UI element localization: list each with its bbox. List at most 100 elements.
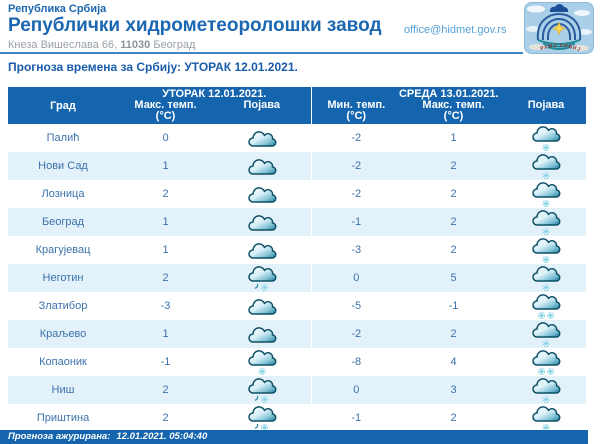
table-row: Златибор -3 -5 -1 — [8, 292, 586, 320]
tue-weather-icon-cell — [213, 404, 311, 432]
tue-max-temp-cell: 2 — [162, 384, 169, 396]
wed-min-temp-cell: -2 — [310, 320, 402, 348]
sleet-icon — [248, 266, 277, 292]
wed-weather-icon-cell — [506, 208, 586, 236]
tue-max-temp-cell: -3 — [160, 300, 171, 312]
wed-max-temp-cell: 2 — [450, 328, 457, 340]
light-snow-icon — [248, 350, 277, 376]
header-divider — [0, 52, 523, 54]
rhmz-logo: РХМЗ СРБИЈЕ — [524, 2, 594, 54]
wed-max-temp-cell: 4 — [450, 356, 457, 368]
tue-max-temp-cell: 1 — [162, 216, 169, 228]
wed-min-temp-cell: -5 — [310, 292, 402, 320]
logo-cloud-icon — [549, 4, 569, 12]
wed-max-temp-cell: -1 — [448, 300, 459, 312]
table-row: Нови Сад 1 -2 2 — [8, 152, 587, 180]
tue-max-temp-cell: -1 — [160, 356, 171, 368]
sleet-icon — [248, 406, 277, 432]
city-cell: Нови Сад — [38, 160, 88, 172]
wed-min-temp-cell: -2 — [310, 124, 402, 152]
wed-max-temp-cell: 5 — [450, 272, 457, 284]
city-cell: Палић — [46, 132, 80, 144]
address-zip: 11030 — [120, 39, 151, 51]
logo-star-icon — [552, 21, 566, 36]
wed-weather-icon-cell — [506, 320, 586, 348]
email-link[interactable]: office@hidmet.gov.rs — [404, 24, 507, 36]
tue-max-temp-cell: 2 — [162, 272, 169, 284]
city-cell: Београд — [41, 216, 85, 228]
wed-max-temp-cell: 2 — [450, 160, 457, 172]
table-row: Лозница 2 -2 2 — [8, 180, 586, 208]
snow-icon — [532, 350, 561, 376]
wed-weather-icon-cell — [506, 236, 586, 264]
city-cell: Крагујевац — [35, 244, 91, 256]
address-city: Београд — [153, 39, 196, 51]
col-header-wed-max: Макс. темп. (°C) — [401, 100, 507, 124]
day1-header: УТОРАК 12.01.2021. — [118, 87, 312, 100]
light-snow-icon — [532, 154, 561, 180]
table-row: Палић 0 -2 1 — [8, 124, 586, 152]
table-row: Ниш 2 0 3 — [8, 376, 587, 404]
wed-max-temp-cell: 2 — [450, 188, 457, 200]
city-cell: Неготин — [42, 272, 84, 284]
city-cell: Краљево — [39, 328, 87, 340]
col-header-city: Град — [8, 87, 118, 124]
cloudy-icon — [248, 159, 277, 175]
site-title: Републички хидрометеоролошки завод — [8, 15, 382, 36]
tue-weather-icon-cell — [213, 236, 311, 264]
tue-weather-icon-cell — [213, 124, 311, 152]
wed-max-temp-cell: 2 — [450, 216, 457, 228]
sleet-icon — [248, 378, 277, 404]
city-cell: Лозница — [41, 188, 85, 200]
wed-max-temp-cell: 2 — [450, 244, 457, 256]
cloudy-icon — [248, 243, 277, 259]
updated-label: Прогноза ажурирана: — [8, 431, 111, 442]
cloudy-icon — [248, 187, 277, 203]
light-snow-icon — [532, 406, 561, 432]
city-cell: Ниш — [51, 384, 75, 396]
tue-max-temp-cell: 2 — [162, 188, 169, 200]
forecast-table: Град УТОРАК 12.01.2021. СРЕДА 13.01.2021… — [8, 87, 587, 432]
tue-max-temp-cell: 1 — [162, 328, 169, 340]
light-snow-icon — [532, 126, 561, 152]
page-header: Република Србија Републички хидрометеоро… — [0, 0, 600, 56]
wed-min-temp-cell: -3 — [310, 236, 402, 264]
tue-max-temp-cell: 2 — [162, 412, 169, 424]
address-street: Кнеза Вишеслава 66, — [8, 39, 118, 51]
tue-weather-icon-cell — [213, 320, 311, 348]
updated-timestamp: 12.01.2021. 05:04:40 — [116, 431, 208, 442]
light-snow-icon — [532, 182, 561, 208]
light-snow-icon — [532, 238, 561, 264]
cloudy-icon — [248, 327, 277, 343]
col-header-tue-max: Макс. темп. (°C) — [118, 100, 213, 124]
wed-weather-icon-cell — [506, 264, 586, 292]
address: Кнеза Вишеслава 66, 11030 Београд — [8, 39, 195, 51]
country-label: Република Србија — [8, 3, 107, 15]
col-header-wed-min: Мин. темп. (°C) — [310, 100, 402, 124]
wed-weather-icon-cell — [506, 376, 586, 404]
forecast-heading-date: УТОРАК 12.01.2021. — [184, 60, 298, 74]
table-header-day-row: Град УТОРАК 12.01.2021. СРЕДА 13.01.2021… — [8, 87, 587, 124]
wed-weather-icon-cell — [506, 292, 586, 320]
wed-min-temp-cell: -1 — [310, 208, 402, 236]
updated-bar: Прогноза ажурирана: 12.01.2021. 05:04:40 — [0, 430, 588, 444]
day2-header: СРЕДА 13.01.2021. — [310, 87, 587, 100]
wed-min-temp-cell: -8 — [310, 348, 402, 376]
table-row: Неготин 2 0 5 — [8, 264, 587, 292]
cloudy-icon — [248, 215, 277, 231]
table-row: Приштина 2 -1 2 — [8, 404, 586, 432]
wed-min-temp-cell: -1 — [310, 404, 402, 432]
tue-weather-icon-cell — [213, 348, 311, 376]
wed-max-temp-cell: 2 — [450, 412, 457, 424]
light-snow-icon — [532, 266, 561, 292]
table-row: Краљево 1 -2 2 — [8, 320, 587, 348]
light-snow-icon — [532, 378, 561, 404]
tue-weather-icon-cell — [213, 376, 311, 404]
col-header-wed-icon: Појава — [506, 100, 587, 124]
wed-min-temp-cell: -2 — [310, 152, 402, 180]
light-snow-icon — [532, 210, 561, 236]
wed-max-temp-cell: 3 — [450, 384, 457, 396]
city-cell: Приштина — [36, 412, 90, 424]
tue-weather-icon-cell — [213, 292, 311, 320]
